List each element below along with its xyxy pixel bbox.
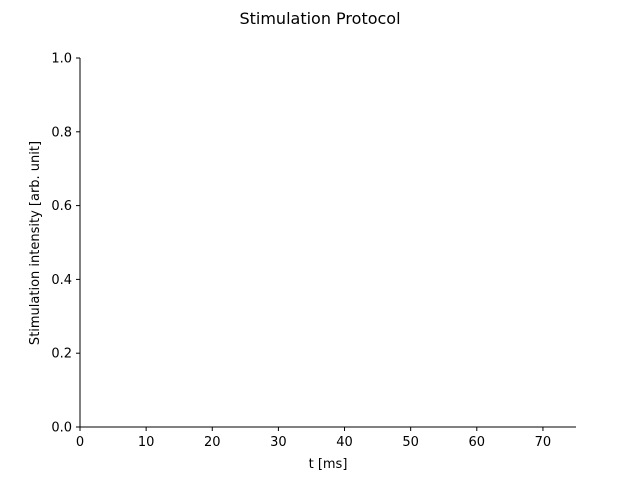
x-tick-label: 0 <box>76 435 84 450</box>
x-tick-label: 10 <box>138 435 155 450</box>
x-tick-label: 50 <box>402 435 419 450</box>
y-tick-label: 0.6 <box>51 199 72 214</box>
axes <box>79 58 576 428</box>
x-tick-label: 40 <box>336 435 353 450</box>
x-axis-ticks: 0 10 20 30 40 50 60 70 <box>76 427 551 450</box>
y-tick-label: 0.0 <box>51 421 72 436</box>
y-axis-label: Stimulation intensity [arb. unit] <box>28 141 43 345</box>
x-tick-label: 30 <box>270 435 287 450</box>
x-tick-label: 20 <box>204 435 221 450</box>
chart-title: Stimulation Protocol <box>239 9 400 28</box>
y-tick-label: 0.4 <box>51 273 72 288</box>
x-axis-label: t [ms] <box>309 457 348 472</box>
y-axis-ticks: 0.0 0.2 0.4 0.6 0.8 1.0 <box>51 52 80 436</box>
y-tick-label: 0.2 <box>51 347 72 362</box>
y-tick-label: 1.0 <box>51 52 72 67</box>
x-tick-label: 70 <box>535 435 552 450</box>
x-tick-label: 60 <box>469 435 486 450</box>
y-tick-label: 0.8 <box>51 125 72 140</box>
